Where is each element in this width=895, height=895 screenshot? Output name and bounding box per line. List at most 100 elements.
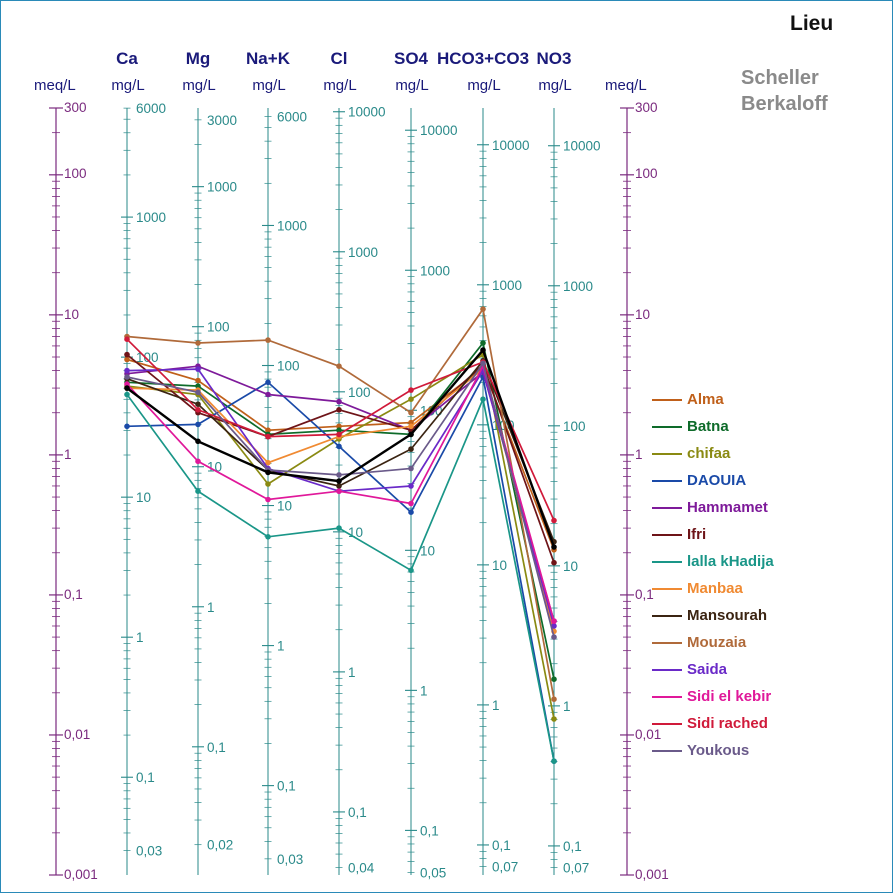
series-line-13 xyxy=(126,361,555,638)
meq-tick-label: 100 xyxy=(64,166,87,181)
mgl-tick-label: 100 xyxy=(277,359,300,374)
legend-item: Youkous xyxy=(652,737,852,764)
mgl-tick-label: 10 xyxy=(420,543,435,558)
axis-unit: mg/L xyxy=(538,77,571,94)
mgl-tick-label: 1000 xyxy=(136,210,166,225)
data-point xyxy=(551,676,557,682)
axis-name: HCO3+CO3 xyxy=(437,49,529,68)
data-point xyxy=(336,488,342,495)
meq-unit-label-right: meq/L xyxy=(605,77,647,94)
mgl-tick-label: 6000 xyxy=(277,109,307,124)
legend-item: Sidi el kebir xyxy=(652,683,852,710)
mgl-tick-label: 3000 xyxy=(207,113,237,128)
legend-item: chifaa xyxy=(652,440,852,467)
place-label: Lieu xyxy=(790,12,834,35)
legend-swatch xyxy=(652,722,682,725)
data-point xyxy=(551,517,557,524)
data-point xyxy=(265,391,271,398)
data-point xyxy=(480,347,486,353)
meq-tick-label: 100 xyxy=(635,166,658,181)
data-point xyxy=(408,500,414,507)
legend-swatch xyxy=(652,614,682,617)
series-line-11 xyxy=(126,363,555,622)
method-title-line-1: Scheller xyxy=(741,67,819,89)
mgl-tick-label: 1 xyxy=(492,698,500,713)
data-point xyxy=(195,377,201,384)
data-point xyxy=(551,758,557,764)
axis-unit: mg/L xyxy=(467,77,500,94)
data-point xyxy=(408,483,414,489)
meq-tick-label: 0,01 xyxy=(64,727,90,742)
legend-swatch xyxy=(652,425,682,428)
series-line-6 xyxy=(126,393,555,762)
data-point xyxy=(124,374,130,380)
legend-label: Ifri xyxy=(687,526,707,543)
mgl-tick-label: 10000 xyxy=(492,138,530,153)
axis-unit: mg/L xyxy=(323,77,356,94)
legend-item: Mouzaia xyxy=(652,629,852,656)
data-point xyxy=(551,623,557,629)
meq-tick-label: 10 xyxy=(635,307,650,322)
data-point xyxy=(195,389,201,396)
mgl-tick-label: 10000 xyxy=(420,123,458,138)
data-point xyxy=(336,398,342,405)
mgl-tick-label: 1 xyxy=(348,665,356,680)
data-point xyxy=(195,407,201,413)
mgl-tick-label: 0,05 xyxy=(420,866,446,881)
legend-label: Batna xyxy=(687,418,729,435)
data-point xyxy=(336,431,342,438)
data-point xyxy=(336,525,342,531)
legend-swatch xyxy=(652,587,682,590)
legend-item: Sidi rached xyxy=(652,710,852,737)
legend-item: Ifri xyxy=(652,521,852,548)
legend-item: Hammamet xyxy=(652,494,852,521)
legend-swatch xyxy=(652,398,682,401)
mgl-tick-label: 0,1 xyxy=(563,839,582,854)
data-point xyxy=(124,423,130,430)
mgl-tick-label: 100 xyxy=(207,320,230,335)
mgl-tick-label: 0,1 xyxy=(420,823,439,838)
data-point xyxy=(408,567,414,574)
axis-name: SO4 xyxy=(394,49,429,68)
legend-label: Saida xyxy=(687,661,728,678)
legend-item: DAOUIA xyxy=(652,467,852,494)
axis-unit: mg/L xyxy=(111,77,144,94)
mgl-tick-label: 1 xyxy=(277,639,285,654)
legend-item: Batna xyxy=(652,413,852,440)
meq-tick-label: 0,1 xyxy=(64,587,83,602)
mgl-tick-label: 0,04 xyxy=(348,861,375,876)
data-point xyxy=(408,396,414,403)
mgl-tick-label: 10000 xyxy=(348,105,386,120)
meq-tick-label: 1 xyxy=(635,447,643,462)
legend-label: chifaa xyxy=(687,445,731,462)
legend-swatch xyxy=(652,452,682,455)
mgl-tick-label: 1000 xyxy=(420,263,450,278)
mgl-tick-label: 1000 xyxy=(563,279,593,294)
legend-label: lalla kHadija xyxy=(687,553,774,570)
data-point xyxy=(480,360,486,367)
data-point xyxy=(408,446,414,452)
data-point xyxy=(195,438,201,445)
legend-label: Sidi rached xyxy=(687,715,768,732)
legend-item: lalla kHadija xyxy=(652,548,852,575)
data-point xyxy=(408,423,414,430)
data-point xyxy=(336,427,342,434)
data-point xyxy=(124,385,130,391)
data-point xyxy=(551,559,557,566)
data-point xyxy=(336,478,342,484)
data-point xyxy=(480,340,486,346)
mgl-tick-label: 1000 xyxy=(277,218,307,233)
meq-tick-label: 0,01 xyxy=(635,727,661,742)
mgl-tick-label: 0,1 xyxy=(207,740,226,755)
mgl-tick-label: 1000 xyxy=(492,278,522,293)
axis-name: Mg xyxy=(186,49,211,68)
mgl-tick-label: 0,1 xyxy=(277,779,296,794)
mgl-tick-label: 1 xyxy=(420,683,428,698)
data-point xyxy=(551,716,557,722)
legend-label: Hammamet xyxy=(687,499,768,516)
legend-label: Sidi el kebir xyxy=(687,688,772,705)
meq-tick-label: 300 xyxy=(64,100,87,115)
data-point xyxy=(336,483,342,489)
data-point xyxy=(124,367,130,374)
axis-name: Ca xyxy=(116,49,138,68)
